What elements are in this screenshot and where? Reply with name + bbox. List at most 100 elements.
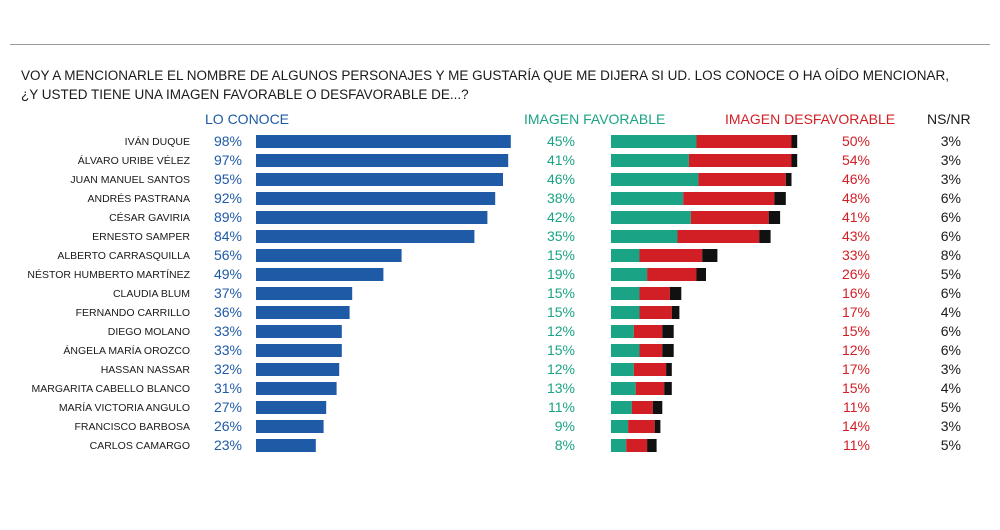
favorable-bar	[611, 192, 684, 205]
unfavorable-bar	[696, 135, 792, 148]
unfavorable-bar	[639, 306, 672, 319]
favorable-bar	[611, 344, 640, 357]
category-label: ALBERTO CARRASQUILLA	[57, 250, 190, 262]
nsnr-bar	[791, 135, 798, 148]
known-value-label: 56%	[214, 247, 242, 263]
nsnr-value-label: 6%	[941, 209, 961, 225]
known-value-label: 33%	[214, 323, 242, 339]
known-bar	[256, 211, 488, 224]
known-value-label: 49%	[214, 266, 242, 282]
question-text: VOY A MENCIONARLE EL NOMBRE DE ALGUNOS P…	[21, 66, 981, 104]
favorable-bar	[611, 230, 678, 243]
known-value-label: 23%	[214, 437, 242, 453]
nsnr-bar	[696, 268, 706, 281]
nsnr-bar	[652, 401, 663, 414]
known-bar	[256, 306, 350, 319]
known-bar	[256, 420, 324, 433]
unfavorable-bar	[635, 382, 665, 395]
known-bar	[256, 135, 511, 148]
favorable-value-label: 12%	[547, 361, 575, 377]
category-label: ERNESTO SAMPER	[92, 231, 190, 243]
unfavorable-bar	[633, 363, 667, 376]
favorable-bar	[611, 382, 636, 395]
unfavorable-bar	[690, 211, 769, 224]
known-value-label: 92%	[214, 190, 242, 206]
unfavorable-bar	[633, 325, 663, 338]
category-label: NÉSTOR HUMBERTO MARTÍNEZ	[27, 268, 190, 281]
nsnr-value-label: 6%	[941, 228, 961, 244]
nsnr-bar	[666, 363, 672, 376]
unfavorable-bar	[688, 154, 792, 167]
unfavorable-value-label: 43%	[842, 228, 870, 244]
nsnr-bar	[791, 154, 798, 167]
favorable-value-label: 19%	[547, 266, 575, 282]
nsnr-value-label: 6%	[941, 323, 961, 339]
unfavorable-bar	[639, 287, 670, 300]
favorable-value-label: 15%	[547, 247, 575, 263]
category-label: CÉSAR GAVIRIA	[109, 211, 190, 224]
nsnr-value-label: 5%	[941, 266, 961, 282]
nsnr-bar	[647, 439, 657, 452]
header-ns-nr: NS/NR	[927, 111, 971, 127]
known-value-label: 27%	[214, 399, 242, 415]
favorable-bar	[611, 249, 640, 262]
nsnr-value-label: 4%	[941, 304, 961, 320]
header-imagen-favorable: IMAGEN FAVORABLE	[524, 111, 666, 127]
known-value-label: 95%	[214, 171, 242, 187]
unfavorable-bar	[698, 173, 786, 186]
favorable-bar	[611, 363, 634, 376]
nsnr-bar	[671, 306, 680, 319]
nsnr-value-label: 5%	[941, 437, 961, 453]
known-bar	[256, 287, 353, 300]
known-value-label: 98%	[214, 133, 242, 149]
known-bar	[256, 382, 337, 395]
unfavorable-bar	[631, 401, 653, 414]
nsnr-value-label: 8%	[941, 247, 961, 263]
known-bar	[256, 439, 316, 452]
nsnr-value-label: 6%	[941, 342, 961, 358]
favorable-value-label: 46%	[547, 171, 575, 187]
header-lo-conoce: LO CONOCE	[205, 111, 290, 127]
question-line-1: VOY A MENCIONARLE EL NOMBRE DE ALGUNOS P…	[21, 68, 949, 83]
nsnr-bar	[654, 420, 661, 433]
unfavorable-bar	[639, 249, 703, 262]
nsnr-bar	[702, 249, 718, 262]
known-bar	[256, 401, 327, 414]
unfavorable-bar	[626, 439, 648, 452]
nsnr-bar	[664, 382, 672, 395]
unfavorable-value-label: 54%	[842, 152, 870, 168]
category-label: JUAN MANUEL SANTOS	[70, 174, 190, 186]
nsnr-bar	[662, 344, 674, 357]
favorable-value-label: 15%	[547, 304, 575, 320]
favorable-value-label: 15%	[547, 342, 575, 358]
nsnr-value-label: 3%	[941, 418, 961, 434]
unfavorable-bar	[628, 420, 655, 433]
category-label: MARGARITA CABELLO BLANCO	[31, 383, 190, 395]
nsnr-bar	[785, 173, 792, 186]
header-imagen-desfavorable: IMAGEN DESFAVORABLE	[725, 111, 896, 127]
favorable-value-label: 9%	[555, 418, 575, 434]
unfavorable-value-label: 12%	[842, 342, 870, 358]
nsnr-bar	[768, 211, 781, 224]
unfavorable-value-label: 33%	[842, 247, 870, 263]
known-value-label: 36%	[214, 304, 242, 320]
category-label: DIEGO MOLANO	[108, 326, 190, 338]
known-bar	[256, 249, 402, 262]
unfavorable-value-label: 50%	[842, 133, 870, 149]
known-bar	[256, 230, 475, 243]
favorable-value-label: 38%	[547, 190, 575, 206]
category-label: FRANCISCO BARBOSA	[74, 421, 190, 433]
nsnr-value-label: 3%	[941, 361, 961, 377]
favorable-bar	[611, 439, 627, 452]
unfavorable-value-label: 17%	[842, 361, 870, 377]
category-label: ÁNGELA MARÍA OROZCO	[63, 344, 190, 357]
unfavorable-value-label: 11%	[843, 437, 870, 453]
category-label: HASSAN NASSAR	[101, 364, 191, 376]
unfavorable-value-label: 26%	[842, 266, 870, 282]
category-label: FERNANDO CARRILLO	[76, 307, 190, 319]
nsnr-value-label: 4%	[941, 380, 961, 396]
known-bar	[256, 268, 384, 281]
unfavorable-value-label: 48%	[842, 190, 870, 206]
unfavorable-bar	[647, 268, 697, 281]
